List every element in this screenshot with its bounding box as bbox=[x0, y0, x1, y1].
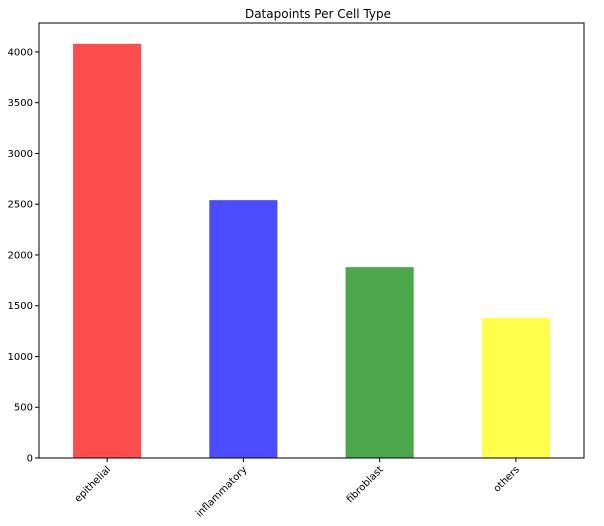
y-axis: 0 500 1000 1500 2000 2500 3000 3500 4000 bbox=[8, 47, 39, 465]
y-tick-label: 2500 bbox=[8, 200, 33, 211]
x-tick-label-epithelial: epithelial bbox=[73, 464, 113, 504]
y-tick-label: 0 bbox=[27, 454, 33, 465]
y-tick-label: 1000 bbox=[8, 352, 33, 363]
x-tick-label-others: others bbox=[492, 464, 522, 494]
y-tick-label: 1500 bbox=[8, 301, 33, 312]
y-tick-label: 2000 bbox=[8, 250, 33, 261]
y-tick-label: 4000 bbox=[8, 47, 33, 58]
bar-inflammatory bbox=[209, 200, 278, 458]
y-tick-label: 500 bbox=[14, 403, 33, 414]
bar-others bbox=[481, 317, 550, 458]
x-axis: epithelial inflammatory fibroblast others bbox=[73, 458, 522, 520]
y-tick-label: 3500 bbox=[8, 98, 33, 109]
y-tick-label: 3000 bbox=[8, 149, 33, 160]
x-tick-label-fibroblast: fibroblast bbox=[345, 464, 386, 505]
plot-frame bbox=[38, 22, 585, 459]
bars-group bbox=[73, 43, 550, 458]
bar-epithelial bbox=[73, 43, 142, 458]
bar-fibroblast bbox=[345, 267, 414, 458]
x-tick-label-inflammatory: inflammatory bbox=[194, 464, 249, 519]
chart-title: Datapoints Per Cell Type bbox=[245, 7, 391, 21]
